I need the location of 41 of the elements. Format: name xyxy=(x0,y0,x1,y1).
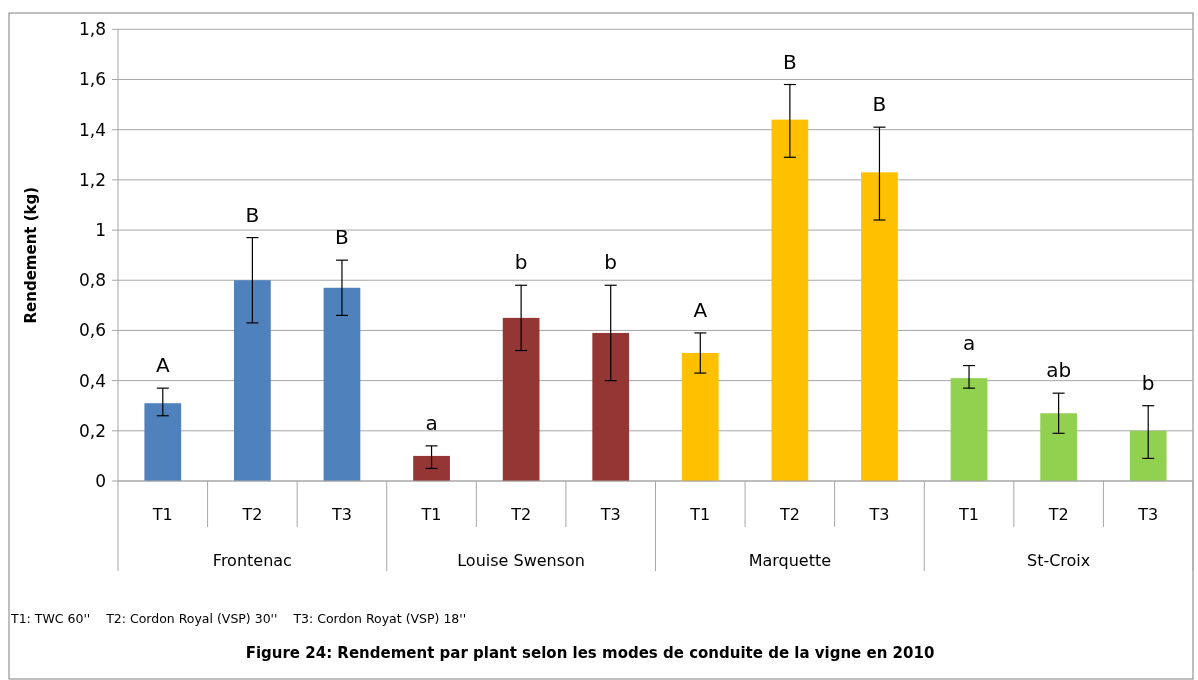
y-tick-label: 0,8 xyxy=(78,270,106,291)
data-label: ab xyxy=(1046,358,1072,383)
text: T2 xyxy=(1048,504,1069,524)
series-label: T3 xyxy=(330,504,352,524)
text: T3 xyxy=(869,504,890,524)
text: T3 xyxy=(1138,504,1159,524)
y-tick-label: 1,2 xyxy=(78,169,106,190)
data-label: a xyxy=(425,410,438,435)
series-label: T2 xyxy=(241,504,263,524)
data-label: B xyxy=(245,202,260,227)
text: Figure 24: Rendement par plant selon les modes de conduite de la vigne en 2010 xyxy=(245,644,935,662)
x-tick-label: St-Croix xyxy=(1026,550,1091,570)
y-tick-label: 1,6 xyxy=(78,69,106,90)
y-tick-label: 1 xyxy=(95,220,106,241)
y-tick-label: 0,2 xyxy=(78,420,106,441)
text: T3 xyxy=(600,504,621,524)
data-label: B xyxy=(872,92,887,117)
data-label: a xyxy=(962,330,976,355)
series-label: T1 xyxy=(151,504,173,524)
y-tick-label: 0,6 xyxy=(78,320,106,341)
data-label: b xyxy=(604,250,618,275)
data-label: A xyxy=(155,353,170,378)
y-tick-label: 0,4 xyxy=(78,370,106,391)
y-axis-title: Rendement (kg) xyxy=(22,186,40,324)
text: T2 xyxy=(779,504,800,524)
data-label: b xyxy=(514,250,528,275)
text: T1 xyxy=(959,504,980,524)
x-tick-label: Marquette xyxy=(748,550,832,570)
text: T1 xyxy=(421,504,442,524)
data-label: A xyxy=(693,297,708,322)
data-label: B xyxy=(783,49,797,74)
text: T2 xyxy=(511,504,532,524)
y-tick-label: 1,4 xyxy=(78,119,106,140)
data-label: B xyxy=(335,225,349,250)
y-tick-label: 1,8 xyxy=(78,19,106,40)
y-tick-label: 0 xyxy=(95,470,106,491)
x-tick-label: Frontenac xyxy=(212,550,292,570)
text: T1: TWC 60'' T2: Cordon Royal (VSP) 30'' T3: Cordon Royat (VSP) 18'' xyxy=(10,611,467,626)
x-tick-label: Louise Swenson xyxy=(457,550,586,570)
data-label: b xyxy=(1141,370,1155,395)
text: T1 xyxy=(690,504,711,524)
